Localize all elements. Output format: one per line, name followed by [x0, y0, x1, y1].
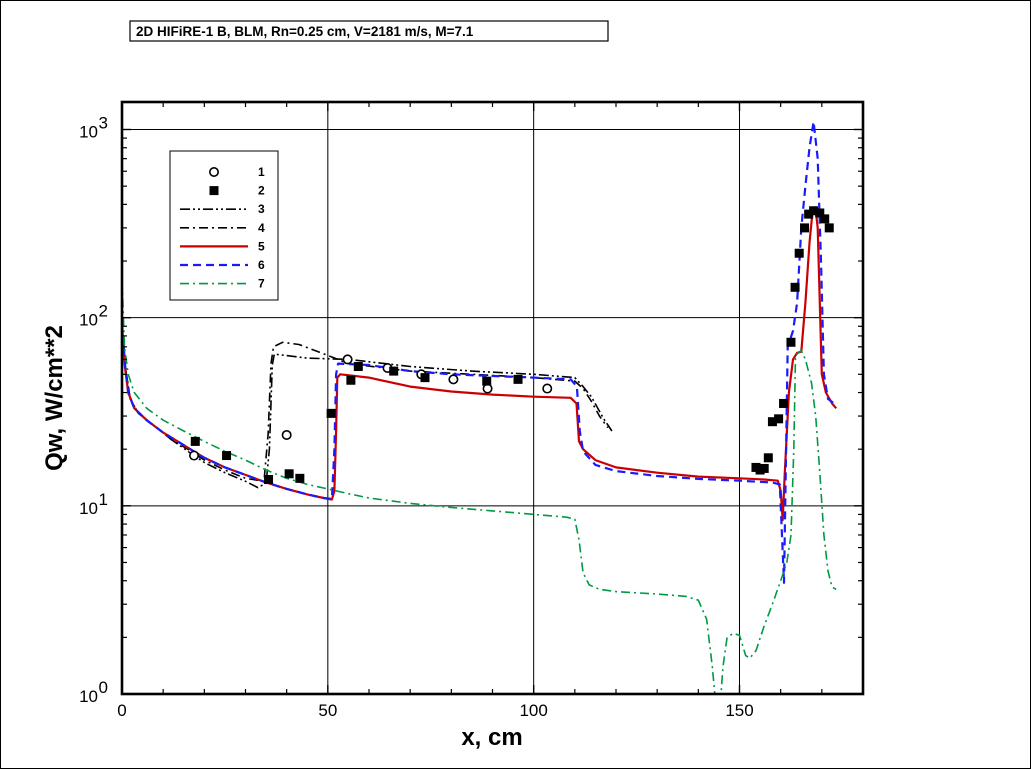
legend-label: 7 [258, 277, 265, 291]
legend-label: 5 [258, 239, 265, 253]
series-2-point [800, 223, 810, 233]
series-2-point [820, 214, 830, 224]
y-tick-label: 10 [79, 499, 98, 518]
legend-label: 1 [258, 165, 265, 179]
x-axis-title: x, cm [461, 724, 522, 751]
series-1-point [189, 450, 200, 461]
series-2-point [353, 362, 363, 372]
legend-label: 4 [258, 221, 265, 235]
series-2-point [804, 209, 814, 219]
y-tick-exponent: 3 [99, 113, 108, 132]
series-2-point [264, 475, 274, 485]
series-2-point [222, 451, 232, 461]
series-2-point [779, 398, 789, 408]
legend: 1 2 3 4 5 6 7 [169, 150, 279, 301]
legend-label: 6 [258, 258, 265, 272]
legend-box [169, 150, 279, 301]
series-1-point [342, 354, 353, 365]
series-2-point [786, 337, 796, 347]
series-5-line [122, 208, 838, 522]
x-tick-label: 150 [725, 701, 753, 720]
series-7-line [122, 279, 837, 694]
x-tick-label: 50 [318, 701, 337, 720]
series-2-point [790, 282, 800, 292]
series-2-point [346, 375, 356, 385]
series-2-point [809, 206, 819, 216]
series-1-point [281, 429, 292, 440]
series-2-point [284, 469, 294, 479]
y-tick-label: 10 [79, 122, 98, 141]
series-1-point [542, 383, 553, 394]
legend-label: 3 [258, 202, 265, 216]
series-3-line [122, 317, 613, 489]
series-2-point [763, 453, 773, 463]
series-2-point [295, 473, 305, 483]
series-2-point [389, 366, 399, 376]
x-tick-label: 100 [519, 701, 547, 720]
series-2-point [513, 374, 523, 384]
series-2-point [420, 373, 430, 383]
y-tick-label: 10 [79, 687, 98, 706]
series-2-point [326, 408, 336, 418]
series-2-point [190, 436, 200, 446]
x-tick-label: 0 [117, 701, 126, 720]
title-box [129, 20, 609, 42]
series-2-point [767, 417, 777, 427]
y-tick-exponent: 2 [99, 302, 108, 321]
y-tick-exponent: 0 [99, 678, 108, 697]
y-axis-title: Qw, W/cm**2 [41, 325, 68, 471]
series-2-point [482, 376, 492, 386]
series-2-point [815, 208, 825, 218]
series-2-point [774, 414, 784, 424]
series-6-line [122, 120, 835, 584]
grid [122, 102, 863, 694]
y-tick-label: 10 [79, 311, 98, 330]
series-2-point [794, 248, 804, 258]
series-1-point [448, 374, 459, 385]
series-2-point [824, 223, 834, 233]
series-2-point [759, 463, 769, 473]
y-tick-exponent: 1 [99, 490, 108, 509]
legend-symbol-2 [209, 186, 219, 196]
chart-title: 2D HIFiRE-1 B, BLM, Rn=0.25 cm, V=2181 m… [136, 24, 474, 39]
legend-symbol-1 [209, 167, 220, 178]
legend-label: 2 [258, 184, 265, 198]
